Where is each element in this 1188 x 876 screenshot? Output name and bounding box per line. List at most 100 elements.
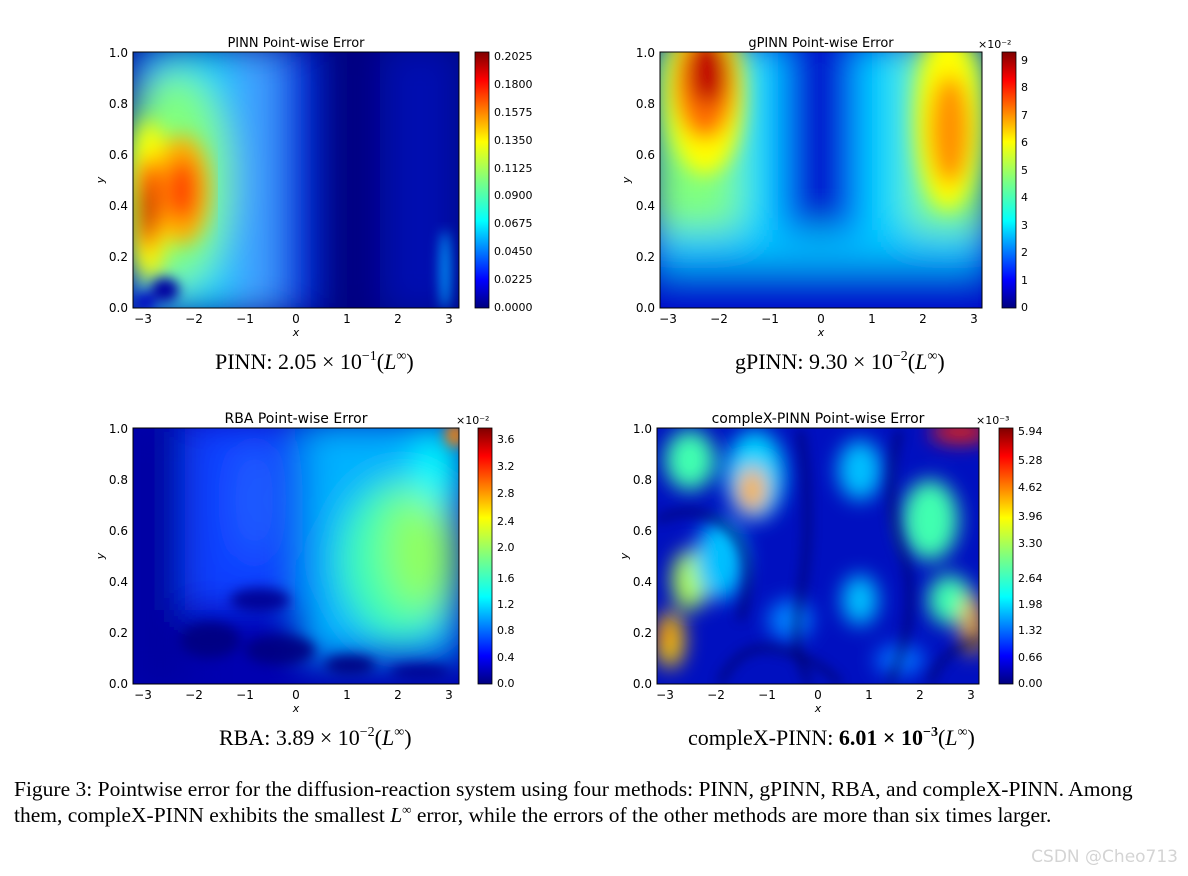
svg-text:3.6: 3.6: [497, 433, 515, 446]
svg-text:2.8: 2.8: [497, 487, 515, 500]
svg-text:3.2: 3.2: [497, 460, 515, 473]
svg-text:1.0: 1.0: [636, 46, 655, 60]
complex-ylabel: y: [618, 552, 631, 560]
svg-text:2: 2: [394, 688, 402, 702]
svg-text:0.1125: 0.1125: [494, 162, 533, 175]
svg-text:1.6: 1.6: [497, 572, 515, 585]
svg-text:7: 7: [1021, 109, 1028, 122]
svg-text:0.0675: 0.0675: [494, 217, 533, 230]
svg-text:1.0: 1.0: [109, 46, 128, 60]
svg-text:0: 0: [817, 312, 825, 326]
svg-text:0.0: 0.0: [109, 301, 128, 315]
svg-text:0.6: 0.6: [109, 148, 128, 162]
svg-text:0.6: 0.6: [636, 148, 655, 162]
pinn-caption: PINN: 2.05 × 10−1(L∞): [215, 349, 414, 374]
rba-yticks: 0.0 0.2 0.4 0.6 0.8 1.0: [109, 422, 128, 691]
svg-text:1: 1: [343, 312, 351, 326]
panel-pinn: PINN Point-wise Error: [0, 0, 594, 349]
gpinn-ylabel: y: [620, 176, 633, 184]
svg-text:0.8: 0.8: [633, 473, 652, 487]
figure-caption: Figure 3: Pointwise error for the diffus…: [14, 777, 1133, 827]
complex-xticks: −3 −2 −1 0 1 2 3: [656, 688, 975, 702]
rba-caption: RBA: 3.89 × 10−2(L∞): [219, 725, 412, 750]
pinn-title: PINN Point-wise Error: [227, 36, 365, 51]
svg-text:0.4: 0.4: [497, 651, 515, 664]
svg-text:1: 1: [868, 312, 876, 326]
svg-text:0.1350: 0.1350: [494, 134, 533, 147]
svg-text:0.8: 0.8: [109, 473, 128, 487]
svg-text:0: 0: [1021, 301, 1028, 314]
svg-text:−2: −2: [707, 688, 725, 702]
svg-text:0.8: 0.8: [109, 97, 128, 111]
svg-text:−3: −3: [659, 312, 677, 326]
complex-yticks: 0.0 0.2 0.4 0.6 0.8 1.0: [633, 422, 652, 691]
svg-text:−2: −2: [185, 688, 203, 702]
svg-text:0.0: 0.0: [633, 677, 652, 691]
svg-text:1: 1: [1021, 274, 1028, 287]
gpinn-xlabel: x: [817, 326, 825, 339]
rba-colorbar: [477, 427, 493, 685]
svg-text:1.98: 1.98: [1018, 598, 1043, 611]
svg-text:5: 5: [1021, 164, 1028, 177]
gpinn-colorbar-ticks: 0 1 2 3 4 5 6 7 8 9: [1021, 54, 1028, 314]
svg-text:0.1575: 0.1575: [494, 106, 533, 119]
svg-text:3: 3: [445, 688, 453, 702]
rba-title: RBA Point-wise Error: [225, 411, 368, 427]
svg-text:2.0: 2.0: [497, 541, 515, 554]
pinn-xticks: −3 −2 −1 0 1 2 3: [134, 312, 453, 326]
svg-text:2.4: 2.4: [497, 515, 515, 528]
svg-text:−3: −3: [134, 688, 152, 702]
svg-text:0: 0: [292, 688, 300, 702]
svg-text:0.2: 0.2: [109, 626, 128, 640]
svg-text:0.1800: 0.1800: [494, 78, 533, 91]
svg-text:0.4: 0.4: [109, 199, 128, 213]
gpinn-heatmap: [660, 52, 982, 308]
rba-xticks: −3 −2 −1 0 1 2 3: [134, 688, 453, 702]
complex-colorbar-exponent: ×10⁻³: [976, 414, 1009, 427]
svg-text:5.28: 5.28: [1018, 454, 1043, 467]
svg-text:1.32: 1.32: [1018, 624, 1043, 637]
svg-text:0.0: 0.0: [497, 677, 515, 690]
complex-xlabel: x: [814, 702, 822, 715]
svg-text:8: 8: [1021, 81, 1028, 94]
svg-text:3: 3: [445, 312, 453, 326]
svg-text:3.30: 3.30: [1018, 537, 1043, 550]
gpinn-xticks: −3 −2 −1 0 1 2 3: [659, 312, 978, 326]
svg-text:−3: −3: [134, 312, 152, 326]
svg-text:0.4: 0.4: [633, 575, 652, 589]
gpinn-title: gPINN Point-wise Error: [748, 36, 894, 51]
svg-text:4: 4: [1021, 191, 1028, 204]
svg-text:−2: −2: [185, 312, 203, 326]
pinn-yticks: 0.0 0.2 0.4 0.6 0.8 1.0: [109, 46, 128, 315]
gpinn-colorbar-exponent: ×10⁻²: [978, 38, 1011, 51]
svg-text:3: 3: [970, 312, 978, 326]
svg-text:0.8: 0.8: [497, 624, 515, 637]
gpinn-plot: gPINN Point-wise Error: [620, 36, 1028, 339]
pinn-heatmap: [133, 52, 459, 308]
svg-text:2: 2: [919, 312, 927, 326]
watermark: CSDN @Cheo713: [1031, 847, 1178, 867]
svg-text:1: 1: [343, 688, 351, 702]
svg-text:6: 6: [1021, 136, 1028, 149]
svg-text:−1: −1: [758, 688, 776, 702]
complex-heatmap: [657, 428, 979, 684]
pinn-plot: PINN Point-wise Error: [94, 36, 533, 339]
svg-text:−3: −3: [656, 688, 674, 702]
rba-colorbar-exponent: ×10⁻²: [456, 414, 489, 427]
svg-text:3.96: 3.96: [1018, 510, 1043, 523]
svg-text:9: 9: [1021, 54, 1028, 67]
pinn-colorbar: [474, 51, 490, 309]
pinn-colorbar-ticks: 0.0000 0.0225 0.0450 0.0675 0.0900 0.112…: [494, 50, 533, 314]
svg-text:0.6: 0.6: [109, 524, 128, 538]
complex-plot: compleX-PINN Point-wise Error: [618, 411, 1043, 715]
svg-text:0.2: 0.2: [633, 626, 652, 640]
svg-text:0.8: 0.8: [636, 97, 655, 111]
complex-colorbar: [998, 427, 1014, 685]
svg-text:0.0000: 0.0000: [494, 301, 533, 314]
rba-heatmap: [133, 428, 459, 684]
gpinn-caption: gPINN: 9.30 × 10−2(L∞): [735, 349, 945, 374]
rba-plot: RBA Point-wise Error 0: [94, 411, 515, 715]
complex-caption: compleX-PINN: 6.01 × 10−3(L∞): [688, 725, 975, 750]
svg-text:−1: −1: [236, 312, 254, 326]
svg-text:−1: −1: [761, 312, 779, 326]
